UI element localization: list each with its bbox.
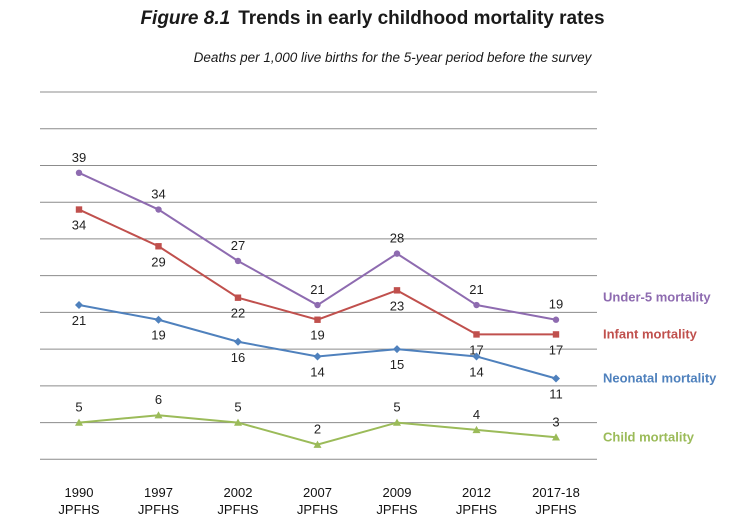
child-mortality-point [472,425,481,434]
child-mortality-value-label: 6 [155,392,162,407]
under-5-mortality-point [314,301,321,309]
legend-neonatal-mortality: Neonatal mortality [603,371,717,386]
legend-infant-mortality: Infant mortality [603,326,698,341]
infant-mortality-point [473,331,480,338]
child-mortality-value-label: 5 [234,400,241,415]
neonatal-mortality-point [234,337,242,346]
neonatal-mortality-value-label: 21 [72,313,86,328]
child-mortality-value-label: 3 [552,414,559,429]
infant-mortality-point [75,206,83,213]
under-5-mortality-point [393,250,401,257]
under-5-mortality-point [552,316,560,323]
child-mortality-value-label: 4 [473,407,480,422]
neonatal-mortality-point [552,374,560,383]
neonatal-mortality-point [154,315,163,324]
neonatal-mortality-value-label: 11 [549,387,563,402]
infant-mortality-point [393,287,401,294]
neonatal-mortality-value-label: 15 [390,357,404,372]
figure-title-text: Trends in early childhood mortality rate… [238,8,605,29]
series-child-mortality: 5 6 5 2 5 4 3 [75,392,560,448]
neonatal-mortality-point [75,301,83,310]
gridlines [40,91,597,460]
series-infant-mortality: 34 29 22 19 23 17 17 [72,206,563,357]
infant-mortality-value-label: 34 [72,218,86,233]
infant-mortality-value-label: 17 [469,342,483,357]
child-mortality-point [313,440,322,448]
infant-mortality-point [552,331,560,338]
under-5-mortality-value-label: 21 [469,282,483,297]
child-mortality-value-label: 2 [314,422,321,437]
legend: Under-5 mortality Infant mortality Neonata… [603,290,717,445]
x-tick-label: 2012 JPFHS [456,485,498,517]
x-tick-label: 2007 JPFHS [297,485,339,517]
neonatal-mortality-point [393,345,401,354]
infant-mortality-value-label: 23 [390,298,404,313]
under-5-mortality-value-label: 21 [310,282,324,297]
under-5-mortality-value-label: 19 [549,297,563,312]
neonatal-mortality-point [472,352,481,361]
infant-mortality-value-label: 29 [151,254,165,269]
infant-mortality-value-label: 19 [310,328,324,343]
series-under-5-mortality: 39 34 27 21 28 21 19 [72,150,563,323]
infant-mortality-point [234,294,242,301]
child-mortality-point [234,418,242,426]
x-tick-label: 1997 JPFHS [138,485,180,517]
neonatal-mortality-value-label: 19 [151,328,165,343]
neonatal-mortality-value-label: 16 [231,350,245,365]
under-5-mortality-point [234,257,242,265]
x-tick-label: 2002 JPFHS [217,485,259,517]
neonatal-mortality-point [313,352,322,361]
child-mortality-point [154,411,163,419]
infant-mortality-value-label: 17 [549,342,563,357]
x-tick-label: 2009 JPFHS [376,485,418,517]
under-5-mortality-value-label: 34 [151,187,165,202]
child-mortality-value-label: 5 [75,400,82,415]
child-mortality-point [75,418,83,426]
x-tick-label: 1990 JPFHS [58,485,100,517]
legend-under-5-mortality: Under-5 mortality [603,290,711,305]
under-5-mortality-point [473,301,480,309]
x-axis-ticks: 1990 JPFHS 1997 JPFHS 2002 JPFHS 2007 JPFHS 2009… [58,485,579,517]
infant-mortality-point [314,316,321,323]
under-5-mortality-point [155,206,162,213]
infant-mortality-line [78,208,556,336]
x-tick-label: 2017-18 JPFHS [532,485,580,517]
infant-mortality-value-label: 22 [231,306,245,321]
series-neonatal-mortality: 21 19 16 14 15 14 11 [72,301,563,402]
figure-title: Figure 8.1 Trends in early childhood mort… [0,8,745,30]
child-mortality-point [552,433,560,441]
neonatal-mortality-value-label: 14 [310,364,324,379]
figure-subtitle: Deaths per 1,000 live births for the 5-y… [193,50,592,65]
legend-child-mortality: Child mortality [603,429,695,444]
neonatal-mortality-value-label: 14 [469,364,483,379]
child-mortality-point [393,418,401,426]
under-5-mortality-value-label: 28 [390,231,404,246]
under-5-mortality-value-label: 39 [72,150,86,165]
under-5-mortality-point [75,169,83,177]
under-5-mortality-value-label: 27 [231,238,245,253]
child-mortality-value-label: 5 [393,400,400,415]
figure-number: Figure 8.1 [140,8,231,29]
infant-mortality-point [155,243,162,250]
